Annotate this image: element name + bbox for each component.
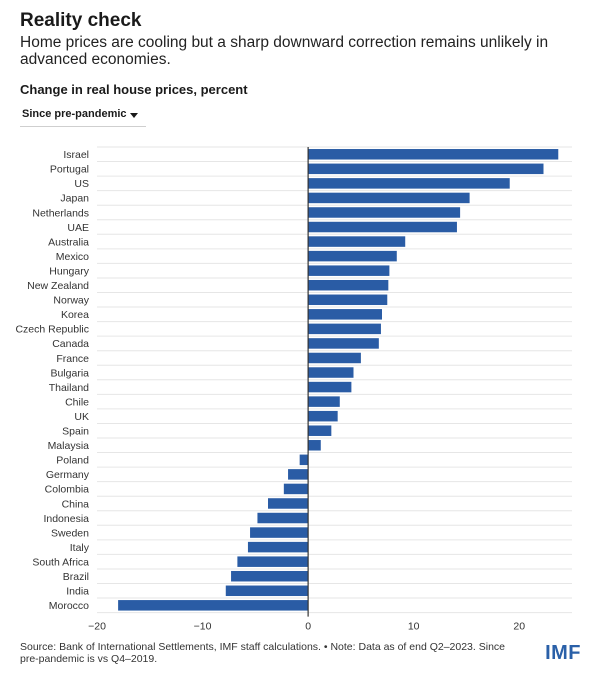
category-label: Spain — [62, 426, 89, 438]
imf-logo: IMF — [545, 642, 581, 664]
bar-us — [308, 178, 510, 189]
bar-malaysia — [308, 440, 321, 451]
category-label: Malaysia — [48, 440, 90, 452]
bar-france — [308, 352, 361, 364]
x-tick-label: 20 — [513, 621, 525, 633]
bar-chile — [308, 396, 340, 407]
x-tick-label: 10 — [408, 621, 420, 633]
bar-spain — [308, 425, 332, 436]
category-label: Sweden — [51, 527, 89, 539]
bar-mexico — [308, 250, 397, 262]
bar-portugal — [308, 163, 544, 175]
bar-morocco — [118, 600, 309, 611]
bar-chart: Israel Portugal US Japan Netherlands UAE Austr… — [15, 146, 572, 633]
bar-south-africa — [237, 556, 309, 567]
dropdown-value: Since pre-pandemic — [22, 108, 127, 120]
bar-korea — [308, 309, 382, 320]
bar-italy — [247, 541, 309, 553]
bar-thailand — [308, 381, 352, 393]
bar-china — [268, 498, 309, 509]
source-note: Source: Bank of International Settlement… — [20, 641, 505, 665]
category-label: Poland — [56, 455, 89, 467]
bar-canada — [308, 338, 379, 349]
category-label: China — [62, 498, 90, 510]
y-axis-label: Change in real house prices, percent — [20, 82, 248, 97]
bar-israel — [308, 149, 559, 160]
x-tick-label: 0 — [305, 621, 311, 633]
category-label: Brazil — [63, 571, 89, 583]
bar-uk — [308, 410, 338, 422]
bar-new-zealand — [308, 279, 389, 291]
category-label: US — [74, 178, 89, 190]
bar-india — [225, 585, 309, 597]
bar-uae — [308, 221, 457, 233]
bar-bulgaria — [308, 367, 354, 378]
category-label: Italy — [70, 542, 90, 554]
bar-hungary — [308, 265, 390, 276]
category-label: India — [66, 586, 89, 598]
category-label: Portugal — [50, 164, 89, 176]
category-label: Colombia — [45, 484, 90, 496]
bar-germany — [288, 469, 309, 480]
x-tick-label: −10 — [194, 621, 212, 633]
bar-brazil — [231, 570, 309, 582]
bar-sweden — [250, 527, 309, 538]
period-dropdown[interactable]: Since pre-pandemic — [20, 104, 146, 127]
category-label: Japan — [60, 193, 89, 205]
category-label: Norway — [53, 295, 89, 307]
chart-subtitle: Home prices are cooling but a sharp down… — [20, 34, 549, 68]
category-label: New Zealand — [27, 280, 89, 292]
category-label: Hungary — [49, 265, 89, 277]
category-label: South Africa — [32, 556, 89, 568]
bar-netherlands — [308, 207, 461, 218]
category-label: Thailand — [49, 382, 89, 394]
category-label: Australia — [48, 236, 89, 248]
category-label: Morocco — [49, 600, 89, 612]
category-label: Germany — [46, 469, 90, 481]
category-label: Netherlands — [32, 207, 89, 219]
category-label: Israel — [63, 149, 89, 161]
bar-norway — [308, 294, 388, 306]
category-label: Czech Republic — [15, 324, 89, 336]
category-label: Canada — [52, 338, 89, 350]
bar-czech-republic — [308, 323, 381, 335]
category-label: UAE — [67, 222, 89, 234]
category-label: UK — [74, 411, 89, 423]
x-tick-label: −20 — [88, 621, 106, 633]
category-label: France — [56, 353, 89, 365]
category-label: Bulgaria — [50, 367, 89, 379]
bar-australia — [308, 236, 406, 247]
category-label: Korea — [61, 309, 89, 321]
category-label: Chile — [65, 396, 89, 408]
bar-indonesia — [257, 512, 309, 524]
category-label: Mexico — [56, 251, 89, 263]
category-label: Indonesia — [43, 513, 89, 525]
bar-japan — [308, 192, 470, 204]
chevron-down-icon — [130, 113, 138, 118]
bar-poland — [299, 454, 309, 466]
chart-title: Reality check — [20, 10, 142, 31]
bar-colombia — [283, 483, 309, 495]
